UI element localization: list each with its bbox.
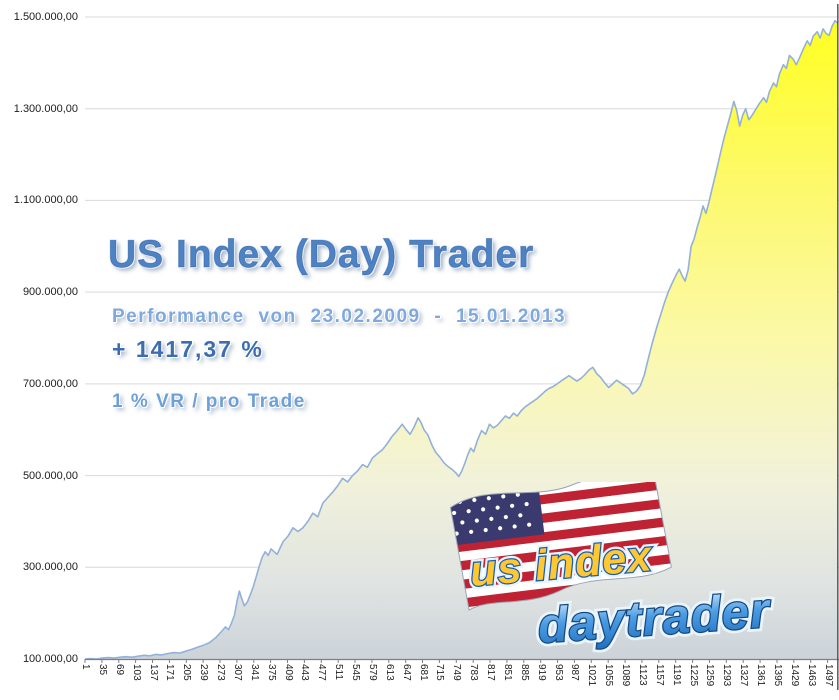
- x-axis-label: 1055: [603, 664, 615, 687]
- x-axis-label: 1463: [805, 664, 817, 687]
- performance-period: Performance von 23.02.2009 - 15.01.2013: [112, 306, 567, 327]
- x-axis-label: 35: [96, 664, 108, 676]
- x-axis-label: 1497: [822, 664, 834, 687]
- equity-line: [84, 19, 839, 660]
- y-axis-label: 700.000,00: [22, 377, 78, 390]
- x-axis-label: 715: [434, 664, 446, 681]
- x-axis-label: 341: [248, 664, 260, 681]
- x-axis-label: 1327: [738, 664, 750, 687]
- x-axis-label: 1225: [687, 664, 699, 687]
- x-axis-label: 1: [80, 664, 91, 670]
- x-axis-label: 137: [147, 664, 159, 681]
- x-axis-label: 613: [383, 664, 395, 681]
- x-axis-label: 1191: [670, 664, 682, 686]
- x-axis-label: 69: [113, 664, 125, 676]
- x-axis-label: 273: [215, 664, 226, 681]
- x-axis-label: 409: [282, 664, 294, 681]
- x-axis-label: 511: [333, 664, 345, 680]
- x-axis-label: 171: [164, 664, 176, 681]
- x-axis-label: 953: [552, 664, 564, 681]
- x-axis-label: 375: [265, 664, 277, 681]
- logo-daytrader-text: daytrader: [536, 583, 773, 653]
- y-axis-label: 100.000,00: [22, 653, 78, 665]
- y-axis-label: 500.000,00: [22, 469, 78, 482]
- y-axis-label: 900.000,00: [22, 286, 78, 299]
- x-axis-label: 749: [451, 664, 463, 681]
- x-axis-label: 851: [501, 664, 513, 681]
- x-axis-label: 1429: [788, 664, 800, 687]
- y-axis-label: 1.100.000,00: [13, 194, 78, 207]
- x-axis-label: 579: [366, 664, 378, 681]
- x-axis-label: 647: [400, 664, 412, 681]
- x-axis-label: 1157: [653, 664, 665, 686]
- x-axis-label: 987: [569, 664, 581, 681]
- x-axis-label: 1123: [636, 664, 648, 686]
- chart-title: US Index (Day) Trader: [107, 233, 535, 277]
- x-axis-label: 681: [417, 664, 429, 681]
- x-axis-label: 817: [485, 664, 497, 681]
- x-axis-label: 205: [181, 664, 193, 681]
- y-axis-label: 300.000,00: [22, 561, 78, 574]
- x-axis-label: 239: [198, 664, 210, 681]
- x-axis-label: 1021: [586, 664, 598, 687]
- x-axis-label: 919: [535, 664, 547, 681]
- x-axis-label: 545: [350, 664, 362, 681]
- x-axis-label: 1089: [620, 664, 632, 687]
- x-axis-label: 477: [316, 664, 328, 681]
- x-axis-label: 1361: [755, 664, 767, 687]
- logo-graphic: us index us index daytrader daytrader: [449, 470, 778, 658]
- x-axis-label: 103: [130, 664, 142, 681]
- x-axis-label: 783: [468, 664, 480, 681]
- x-axis-label: 1259: [704, 664, 716, 687]
- us-index-daytrader-logo: us index us index daytrader daytrader: [442, 470, 787, 658]
- x-axis-label: 885: [518, 664, 530, 681]
- y-axis-label: 1.300.000,00: [13, 102, 78, 115]
- risk-per-trade: 1 % VR / pro Trade: [112, 391, 306, 412]
- performance-total: + 1417,37 %: [112, 336, 264, 362]
- y-axis-label: 1.500.000,00: [13, 11, 78, 23]
- x-axis-label: 1395: [771, 664, 783, 687]
- x-axis-label: 443: [299, 664, 311, 681]
- x-axis-label: 307: [231, 664, 243, 681]
- x-axis-label: 1293: [721, 664, 733, 687]
